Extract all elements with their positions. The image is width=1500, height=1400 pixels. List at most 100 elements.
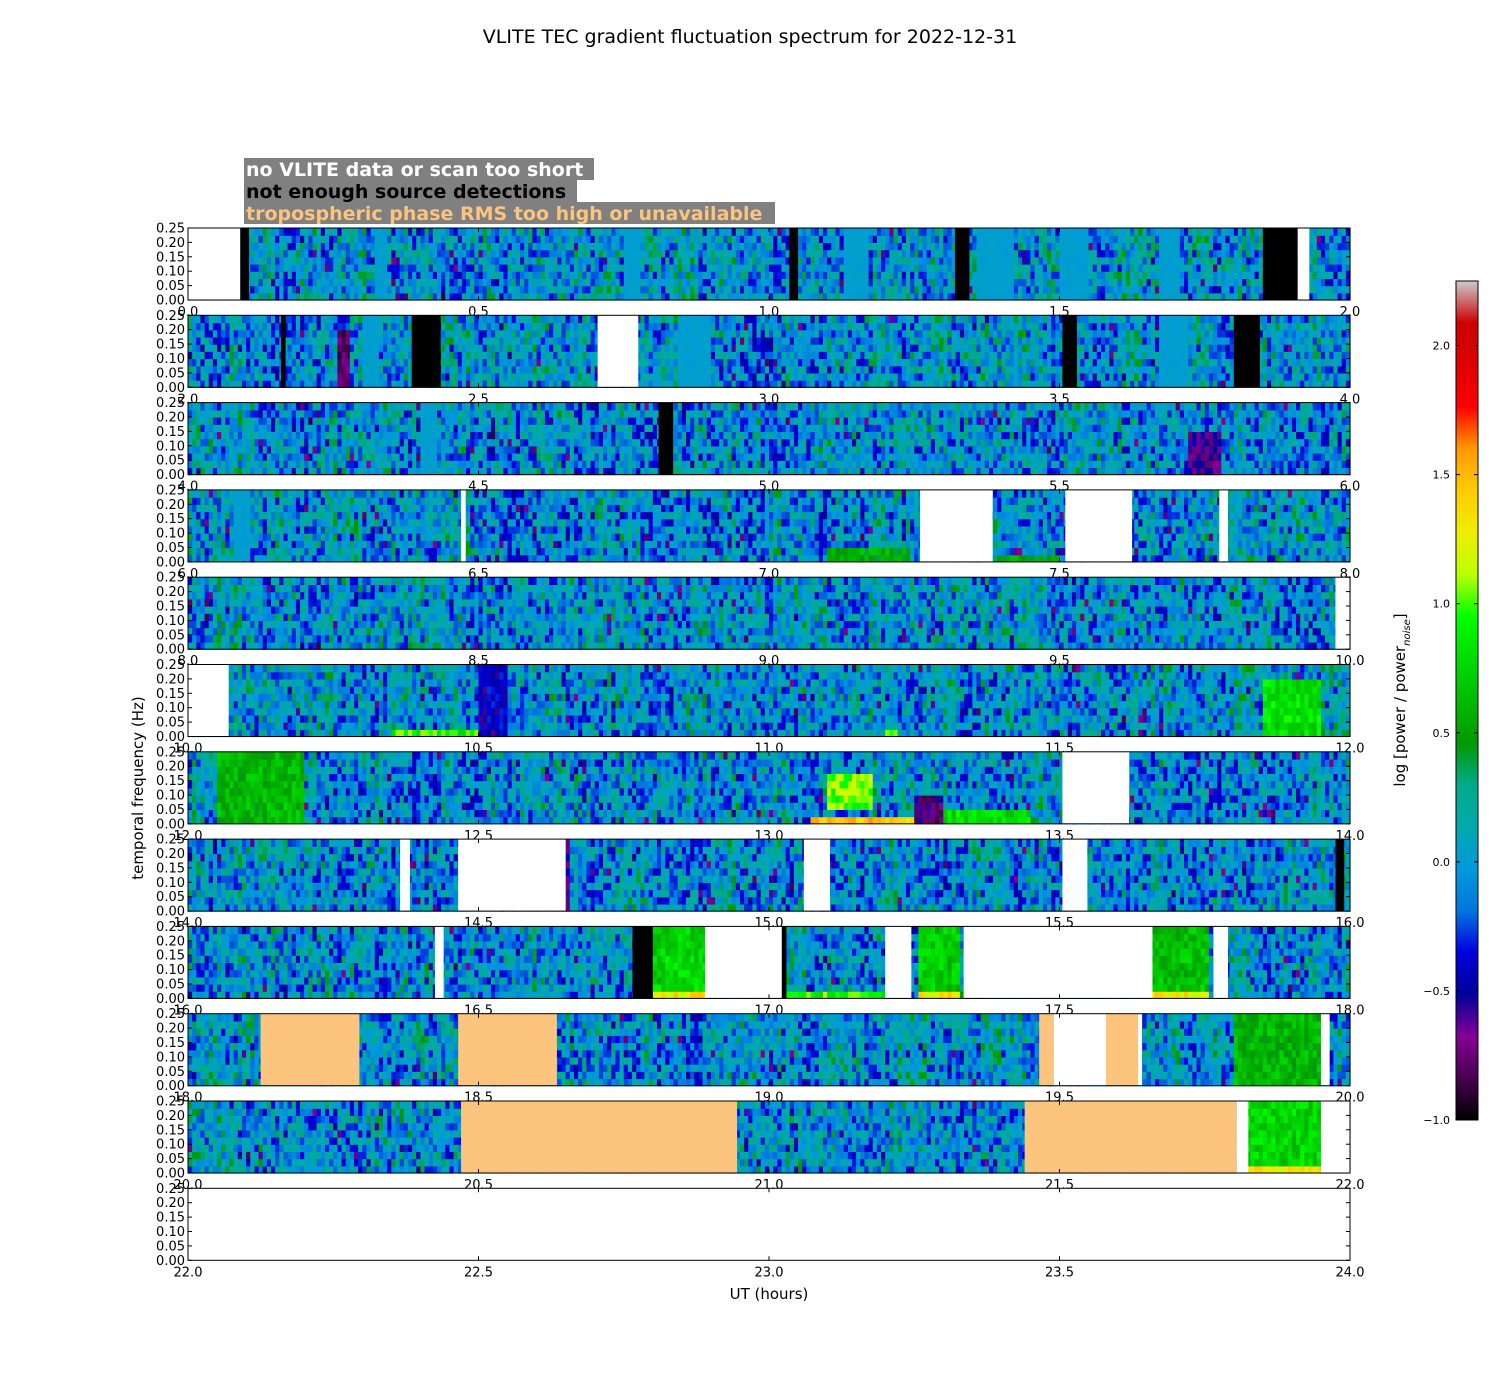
spectrum-cell bbox=[910, 322, 915, 331]
spectrum-cell bbox=[391, 322, 397, 331]
spectrum-cell bbox=[524, 285, 529, 294]
spectrum-cell bbox=[694, 365, 700, 374]
spectrum-cell bbox=[457, 271, 463, 279]
spectrum-cell bbox=[1225, 235, 1231, 243]
spectrum-cell bbox=[1233, 249, 1239, 258]
spectrum-cell bbox=[636, 256, 641, 265]
spectrum-cell bbox=[1154, 235, 1160, 243]
spectrum-cell bbox=[1009, 228, 1015, 236]
spectrum-cell bbox=[466, 235, 471, 243]
spectrum-cell bbox=[1138, 278, 1144, 287]
spectrum-cell bbox=[681, 344, 687, 352]
spectrum-cell bbox=[287, 235, 293, 243]
spectrum-cell bbox=[300, 344, 305, 352]
spectrum-cell bbox=[478, 380, 484, 388]
spectrum-cell bbox=[420, 271, 426, 279]
spectrum-cell bbox=[266, 285, 272, 294]
spectrum-cell bbox=[1080, 242, 1085, 251]
spectrum-cell bbox=[407, 278, 413, 287]
spectrum-cell bbox=[1038, 285, 1044, 294]
spectrum-cell bbox=[930, 235, 936, 243]
spectrum-cell bbox=[947, 372, 953, 381]
spectrum-cell bbox=[1022, 249, 1027, 258]
spectrum-cell bbox=[1333, 278, 1339, 287]
spectrum-cell bbox=[366, 372, 372, 381]
spectrum-cell bbox=[1005, 358, 1011, 367]
spectrum-cell bbox=[727, 344, 733, 352]
spectrum-cell bbox=[499, 358, 504, 367]
spectrum-cell bbox=[1134, 256, 1139, 265]
spectrum-cell bbox=[428, 228, 434, 236]
spectrum-cell bbox=[225, 358, 231, 367]
spectrum-cell bbox=[843, 292, 849, 301]
spectrum-cell bbox=[266, 228, 272, 236]
spectrum-cell bbox=[719, 315, 724, 324]
spectrum-cell bbox=[279, 242, 285, 251]
spectrum-cell bbox=[1312, 271, 1318, 279]
spectrum-cell bbox=[1101, 235, 1106, 243]
spectrum-cell bbox=[818, 271, 824, 279]
spectrum-cell bbox=[777, 256, 783, 265]
spectrum-cell bbox=[217, 351, 222, 360]
spectrum-cells-1 bbox=[188, 315, 1351, 388]
spectrum-cell bbox=[1001, 249, 1007, 258]
spectrum-cell bbox=[661, 344, 666, 352]
spectrum-cell bbox=[839, 278, 845, 287]
spectrum-cell bbox=[644, 336, 650, 345]
spectrum-cell bbox=[648, 336, 654, 345]
spectrum-cell bbox=[482, 336, 488, 345]
spectrum-cell bbox=[1088, 285, 1094, 294]
spectrum-cell bbox=[798, 351, 803, 360]
spectrum-cell bbox=[403, 380, 409, 388]
spectrum-cell bbox=[1188, 264, 1193, 272]
spectrum-cell bbox=[287, 358, 293, 367]
spectrum-cell bbox=[412, 256, 417, 265]
spectrum-cell bbox=[412, 249, 417, 258]
spectrum-cell bbox=[930, 358, 936, 367]
spectrum-cell bbox=[1117, 242, 1123, 251]
spectrum-cell bbox=[1071, 285, 1077, 294]
spectrum-cell bbox=[449, 256, 455, 265]
spectrum-cell bbox=[345, 256, 351, 265]
spectrum-cell bbox=[1150, 292, 1156, 301]
spectrum-cell bbox=[810, 256, 816, 265]
spectrum-cell bbox=[947, 249, 953, 258]
spectrum-cell bbox=[632, 264, 637, 272]
spectrum-cell bbox=[1092, 278, 1098, 287]
spectrum-cell bbox=[320, 278, 326, 287]
spectrum-cell bbox=[192, 372, 197, 381]
spectrum-cell bbox=[677, 249, 683, 258]
spectrum-cell bbox=[690, 228, 695, 236]
spectrum-cell bbox=[1105, 242, 1110, 251]
spectrum-cell bbox=[578, 228, 583, 236]
spectrum-cell bbox=[333, 235, 338, 243]
spectrum-cell bbox=[615, 249, 621, 258]
spectrum-cell bbox=[972, 365, 978, 374]
spectrum-cell bbox=[1030, 329, 1036, 338]
spectrum-cell bbox=[507, 322, 513, 331]
spectrum-cell bbox=[387, 242, 392, 251]
spectrum-cell bbox=[573, 351, 579, 360]
spectrum-cell bbox=[549, 249, 554, 258]
spectrum-cell bbox=[582, 256, 587, 265]
spectrum-cell bbox=[188, 380, 193, 388]
spectrum-cell bbox=[503, 264, 509, 272]
spectrum-cell bbox=[876, 344, 882, 352]
spectrum-cell bbox=[652, 249, 658, 258]
spectrum-cell bbox=[466, 380, 471, 388]
spectrum-cell bbox=[445, 271, 451, 279]
spectrum-cell bbox=[698, 336, 704, 345]
spectrum-cell bbox=[901, 235, 907, 243]
spectrum-cell bbox=[520, 315, 525, 324]
spectrum-cell bbox=[827, 380, 832, 388]
spectrum-cell bbox=[988, 285, 994, 294]
spectrum-cell bbox=[266, 315, 272, 324]
spectrum-cell bbox=[271, 336, 276, 345]
spectrum-cell bbox=[478, 292, 484, 301]
spectrum-cell bbox=[810, 358, 816, 367]
spectrum-cell bbox=[341, 358, 347, 367]
spectrum-cell bbox=[810, 228, 816, 236]
legend-entry-trop: tropospheric phase RMS too high or unava… bbox=[246, 203, 762, 225]
spectrum-cell bbox=[881, 256, 886, 265]
spectrum-cell bbox=[1092, 249, 1098, 258]
